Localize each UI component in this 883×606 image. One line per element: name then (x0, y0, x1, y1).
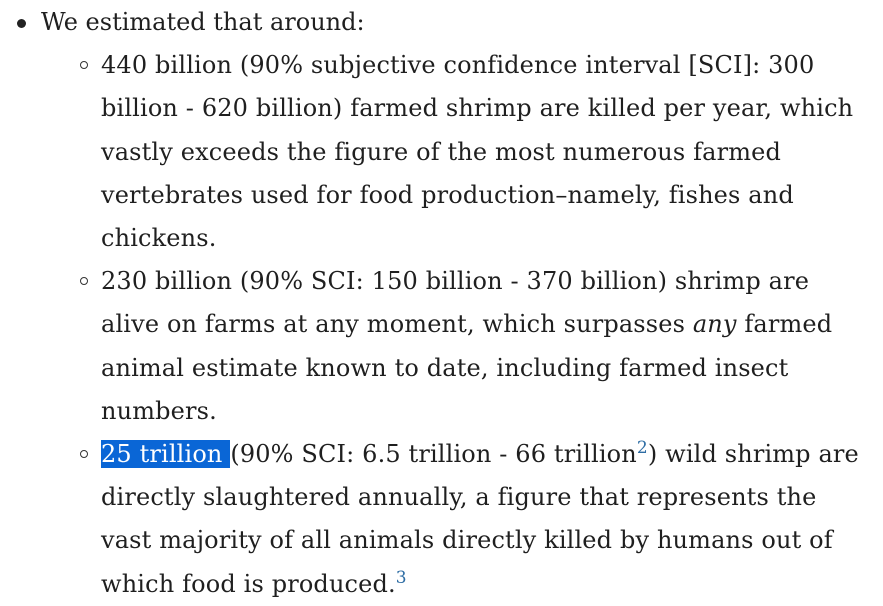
footnote-ref: 2 (637, 438, 648, 458)
item-text: 230 billion (90% SCI: 150 billion - 370 … (101, 267, 810, 339)
circle-bullet-icon (80, 450, 88, 459)
sub-list-item-farmed-killed: 440 billion (90% subjective confidence i… (41, 44, 883, 260)
footnote-link-2[interactable]: 2 (636, 438, 648, 459)
footnote-ref: 3 (396, 568, 407, 588)
item-text: (90% SCI: 6.5 trillion - 66 trillion (230, 440, 637, 469)
sub-list-item-farmed-alive: 230 billion (90% SCI: 150 billion - 370 … (41, 260, 883, 433)
circle-bullet-icon (80, 61, 88, 70)
bullet-icon (17, 19, 26, 28)
footnote-link-3[interactable]: 3 (395, 567, 407, 588)
item-text: farmed animal estimate known to date, in… (101, 310, 833, 425)
emphasis-text: any (692, 310, 737, 339)
circle-bullet-icon (80, 277, 88, 286)
sub-list: 440 billion (90% subjective confidence i… (41, 44, 883, 606)
intro-text: We estimated that around: (41, 8, 365, 36)
item-text: 440 billion (90% subjective confidence i… (101, 51, 854, 253)
selected-text-highlight[interactable]: 25 trillion (101, 440, 231, 469)
sub-list-item-wild-slaughtered: 25 trillion (90% SCI: 6.5 trillion - 66 … (41, 433, 883, 606)
